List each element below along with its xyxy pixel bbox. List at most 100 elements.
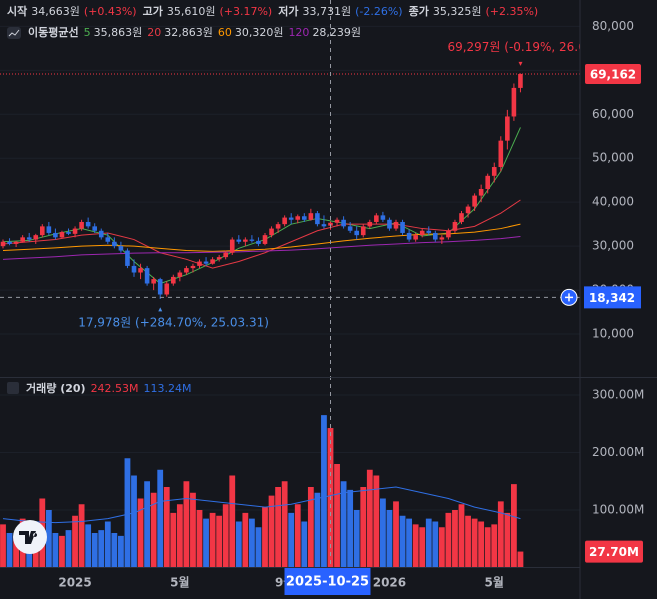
candle-body	[33, 235, 39, 240]
legend-label: 종가	[409, 4, 429, 18]
ma-line	[2, 235, 521, 260]
ma-legend-period: 20	[147, 26, 161, 39]
legend-label: 시작	[7, 4, 27, 18]
candle-body	[216, 257, 222, 260]
x-tick-label: 2026	[373, 576, 406, 590]
candle-body	[485, 175, 490, 189]
volume-bar	[419, 527, 426, 567]
volume-bar	[6, 533, 13, 567]
volume-bar	[458, 504, 465, 567]
volume-bar	[334, 464, 340, 567]
candle-body	[0, 241, 6, 247]
candle-body	[46, 226, 52, 233]
volume-bar	[72, 515, 78, 567]
volume-bar	[288, 512, 295, 567]
volume-bar	[163, 487, 170, 567]
last-volume-badge	[585, 540, 643, 563]
candle-body	[184, 268, 189, 273]
candle-body	[282, 217, 287, 225]
candle-body	[72, 228, 78, 234]
candle-body	[505, 116, 510, 141]
volume-bar	[170, 512, 177, 567]
volume-bar	[294, 504, 301, 567]
candle-body	[7, 241, 12, 244]
volume-bar	[366, 469, 373, 567]
volume-bar	[406, 518, 412, 567]
candle-body	[151, 279, 156, 284]
candle-body	[275, 224, 281, 229]
crosshair-date-badge	[284, 568, 371, 595]
volume-bar	[52, 533, 59, 567]
volume-bar	[340, 481, 347, 567]
candle-body	[210, 259, 215, 264]
volume-bar	[491, 524, 498, 567]
candle-body	[341, 219, 346, 227]
x-tick-label: 5월	[170, 575, 189, 590]
volume-bar	[471, 518, 478, 567]
candle-body	[256, 240, 261, 244]
volume-bar	[347, 489, 354, 567]
volume-bar	[157, 469, 164, 567]
annotation-arrow: ▴	[158, 304, 162, 313]
candle-body	[308, 213, 314, 220]
candle-body	[387, 219, 392, 229]
candle-body	[406, 232, 412, 240]
candle-body	[269, 228, 274, 236]
volume-bar	[59, 535, 65, 567]
candle-body	[262, 235, 268, 244]
candle-body	[302, 216, 307, 220]
candle-body	[478, 189, 484, 196]
volume-bar	[131, 475, 137, 567]
candle-body	[439, 237, 445, 240]
volume-bar	[314, 492, 321, 567]
volume-bar	[360, 487, 367, 567]
candle-body	[426, 230, 432, 233]
axes: 10,00020,00030,00040,00050,00060,00070,0…	[58, 19, 644, 595]
candle-body	[367, 221, 373, 227]
legend-value: 33,731원	[302, 5, 351, 18]
candle-body	[393, 221, 399, 229]
last-volume-label: 27.70M	[589, 545, 639, 559]
legend-value: 35,610원	[167, 5, 216, 18]
candle-body	[112, 241, 117, 247]
volume-bar	[425, 518, 432, 567]
x-tick-label: 2025	[58, 576, 91, 590]
candle-body	[13, 241, 19, 244]
candle-body	[131, 265, 137, 273]
legend-change: (-2.26%)	[355, 5, 403, 18]
volume-bar	[445, 512, 452, 567]
volume-bar	[190, 492, 196, 567]
volume-bar	[98, 530, 105, 567]
volume-bar	[137, 498, 144, 567]
candle-body	[491, 167, 497, 176]
ma-legend-period: 120	[288, 26, 309, 39]
y2-tick-label: 100.00M	[592, 503, 644, 517]
volume-bar	[235, 521, 242, 567]
candle-body	[459, 213, 464, 222]
legend-value: 35,325원	[433, 5, 482, 18]
candle-body	[315, 213, 320, 225]
volume-bar	[249, 518, 255, 567]
volume-bar	[281, 481, 288, 567]
crosshair-price-badge	[584, 286, 641, 309]
x-tick-label: 5월	[485, 575, 504, 590]
candle-body	[321, 224, 327, 227]
volume-bar	[222, 504, 229, 567]
volume-bar	[380, 498, 386, 567]
candle-body	[347, 226, 353, 231]
candle-body	[433, 232, 438, 240]
volume-bar	[504, 512, 511, 567]
volume-bar	[497, 501, 504, 567]
candle-body	[236, 239, 242, 242]
tradingview-logo	[13, 520, 47, 554]
candle-body	[40, 226, 45, 236]
volume-bar	[511, 484, 517, 567]
annotation: 17,978원 (+284.70%, 25.03.31)	[78, 315, 269, 329]
volume-bar	[275, 487, 281, 567]
volume-bar	[78, 504, 85, 567]
candle-body	[360, 226, 366, 236]
y2-tick-label: 200.00M	[592, 445, 644, 459]
ma-legend-title: 이동평균선	[28, 25, 79, 39]
volume-bar	[144, 481, 150, 567]
